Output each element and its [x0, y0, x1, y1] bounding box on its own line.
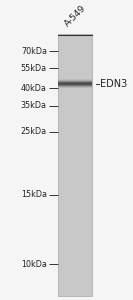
Text: 10kDa: 10kDa: [21, 260, 47, 268]
Bar: [58, 80, 92, 81]
Bar: [58, 84, 92, 85]
Bar: [58, 87, 92, 88]
Bar: [58, 81, 92, 82]
Text: 25kDa: 25kDa: [21, 127, 47, 136]
Bar: [58, 83, 92, 84]
Text: 35kDa: 35kDa: [21, 101, 47, 110]
Bar: [58, 87, 92, 88]
Text: 15kDa: 15kDa: [21, 190, 47, 200]
Bar: [58, 83, 92, 84]
Bar: [58, 79, 92, 80]
Bar: [58, 84, 92, 85]
Text: 40kDa: 40kDa: [21, 84, 47, 93]
Text: EDN3: EDN3: [100, 79, 127, 88]
Bar: [58, 34, 92, 296]
Text: A-549: A-549: [63, 3, 88, 28]
Text: 55kDa: 55kDa: [21, 64, 47, 73]
Bar: [58, 81, 92, 82]
Bar: [58, 86, 92, 87]
Bar: [58, 79, 92, 80]
Text: 70kDa: 70kDa: [21, 46, 47, 56]
Bar: [58, 85, 92, 86]
Bar: [58, 80, 92, 81]
Bar: [58, 85, 92, 86]
Bar: [58, 82, 92, 83]
Bar: [58, 86, 92, 87]
Bar: [58, 82, 92, 83]
